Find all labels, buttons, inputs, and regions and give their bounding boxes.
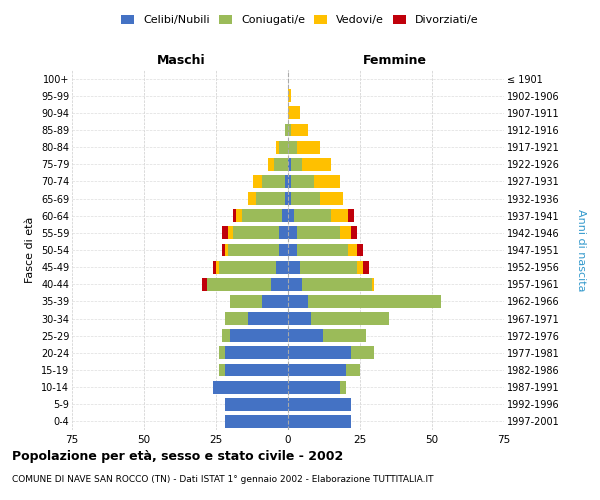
Bar	[288, 90, 291, 102]
Bar	[202, 278, 208, 290]
Bar	[224, 415, 288, 428]
Bar	[296, 226, 340, 239]
Bar	[352, 226, 357, 239]
Y-axis label: Anni di nascita: Anni di nascita	[577, 209, 586, 291]
Bar	[308, 295, 440, 308]
Text: Maschi: Maschi	[157, 54, 206, 66]
Bar	[285, 124, 288, 136]
Bar	[227, 244, 280, 256]
Bar	[288, 380, 340, 394]
Bar	[236, 210, 242, 222]
Text: Popolazione per età, sesso e stato civile - 2002: Popolazione per età, sesso e stato civil…	[12, 450, 343, 463]
Y-axis label: Fasce di età: Fasce di età	[25, 217, 35, 283]
Bar	[219, 260, 277, 274]
Bar	[288, 158, 291, 170]
Bar	[291, 175, 314, 188]
Bar	[296, 244, 349, 256]
Bar	[288, 312, 311, 325]
Bar	[253, 175, 262, 188]
Bar	[288, 175, 291, 188]
Bar	[340, 226, 352, 239]
Bar	[288, 295, 308, 308]
Bar	[296, 140, 320, 153]
Bar	[256, 192, 285, 205]
Bar	[242, 210, 282, 222]
Bar	[213, 380, 288, 394]
Bar	[288, 192, 291, 205]
Bar	[288, 346, 352, 360]
Bar	[288, 140, 296, 153]
Bar	[213, 260, 216, 274]
Bar	[262, 175, 285, 188]
Bar	[216, 260, 219, 274]
Bar	[288, 364, 346, 376]
Bar	[268, 158, 274, 170]
Bar	[302, 278, 371, 290]
Bar	[219, 346, 224, 360]
Bar	[280, 140, 288, 153]
Bar	[224, 398, 288, 410]
Bar	[280, 244, 288, 256]
Bar	[291, 192, 320, 205]
Bar	[233, 226, 280, 239]
Bar	[288, 106, 299, 120]
Bar	[302, 158, 331, 170]
Bar	[323, 330, 366, 342]
Legend: Celibi/Nubili, Coniugati/e, Vedovi/e, Divorziati/e: Celibi/Nubili, Coniugati/e, Vedovi/e, Di…	[117, 10, 483, 30]
Bar	[357, 260, 363, 274]
Bar	[288, 278, 302, 290]
Bar	[288, 226, 296, 239]
Bar	[320, 192, 343, 205]
Bar	[349, 244, 357, 256]
Bar	[280, 226, 288, 239]
Bar	[277, 140, 280, 153]
Bar	[277, 260, 288, 274]
Bar	[219, 364, 224, 376]
Bar	[271, 278, 288, 290]
Text: Femmine: Femmine	[362, 54, 427, 66]
Bar	[248, 312, 288, 325]
Bar	[248, 192, 256, 205]
Bar	[331, 210, 349, 222]
Bar	[222, 330, 230, 342]
Bar	[230, 330, 288, 342]
Bar	[224, 312, 248, 325]
Bar	[288, 415, 352, 428]
Bar	[288, 260, 299, 274]
Bar	[291, 124, 308, 136]
Bar	[227, 226, 233, 239]
Bar	[346, 364, 360, 376]
Bar	[262, 295, 288, 308]
Bar	[288, 398, 352, 410]
Bar	[357, 244, 363, 256]
Bar	[314, 175, 340, 188]
Bar	[224, 346, 288, 360]
Bar	[340, 380, 346, 394]
Bar	[285, 192, 288, 205]
Bar	[282, 210, 288, 222]
Bar	[288, 330, 323, 342]
Bar	[224, 364, 288, 376]
Bar	[288, 124, 291, 136]
Bar	[224, 244, 227, 256]
Bar	[294, 210, 331, 222]
Bar	[230, 295, 262, 308]
Text: COMUNE DI NAVE SAN ROCCO (TN) - Dati ISTAT 1° gennaio 2002 - Elaborazione TUTTIT: COMUNE DI NAVE SAN ROCCO (TN) - Dati IST…	[12, 475, 433, 484]
Bar	[222, 244, 224, 256]
Bar	[222, 226, 227, 239]
Bar	[208, 278, 271, 290]
Bar	[371, 278, 374, 290]
Bar	[288, 244, 296, 256]
Bar	[311, 312, 389, 325]
Bar	[352, 346, 374, 360]
Bar	[349, 210, 354, 222]
Bar	[285, 175, 288, 188]
Bar	[291, 158, 302, 170]
Bar	[233, 210, 236, 222]
Bar	[299, 260, 357, 274]
Bar	[363, 260, 368, 274]
Bar	[288, 210, 294, 222]
Bar	[274, 158, 288, 170]
